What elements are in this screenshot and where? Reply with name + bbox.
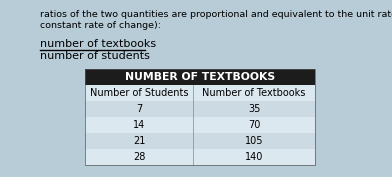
- Text: number of students: number of students: [40, 51, 150, 61]
- Text: ratios of the two quantities are proportional and equivalent to the unit rate (s: ratios of the two quantities are proport…: [40, 10, 392, 19]
- Text: 7: 7: [136, 104, 142, 114]
- Bar: [85, 117, 315, 133]
- Text: 105: 105: [245, 136, 263, 146]
- Bar: [85, 149, 315, 165]
- Text: 140: 140: [245, 152, 263, 162]
- Text: 35: 35: [248, 104, 260, 114]
- Text: Number of Textbooks: Number of Textbooks: [202, 88, 306, 98]
- Text: Number of Students: Number of Students: [90, 88, 188, 98]
- Text: number of textbooks: number of textbooks: [40, 39, 156, 49]
- Text: 21: 21: [133, 136, 145, 146]
- Text: 14: 14: [133, 120, 145, 130]
- Text: constant rate of change):: constant rate of change):: [40, 21, 161, 30]
- Bar: [85, 85, 315, 101]
- Bar: [85, 101, 315, 117]
- Bar: [85, 133, 315, 149]
- Text: 28: 28: [133, 152, 145, 162]
- Text: NUMBER OF TEXTBOOKS: NUMBER OF TEXTBOOKS: [125, 72, 275, 82]
- Bar: [85, 69, 315, 85]
- Text: 70: 70: [248, 120, 260, 130]
- Bar: [85, 69, 315, 165]
